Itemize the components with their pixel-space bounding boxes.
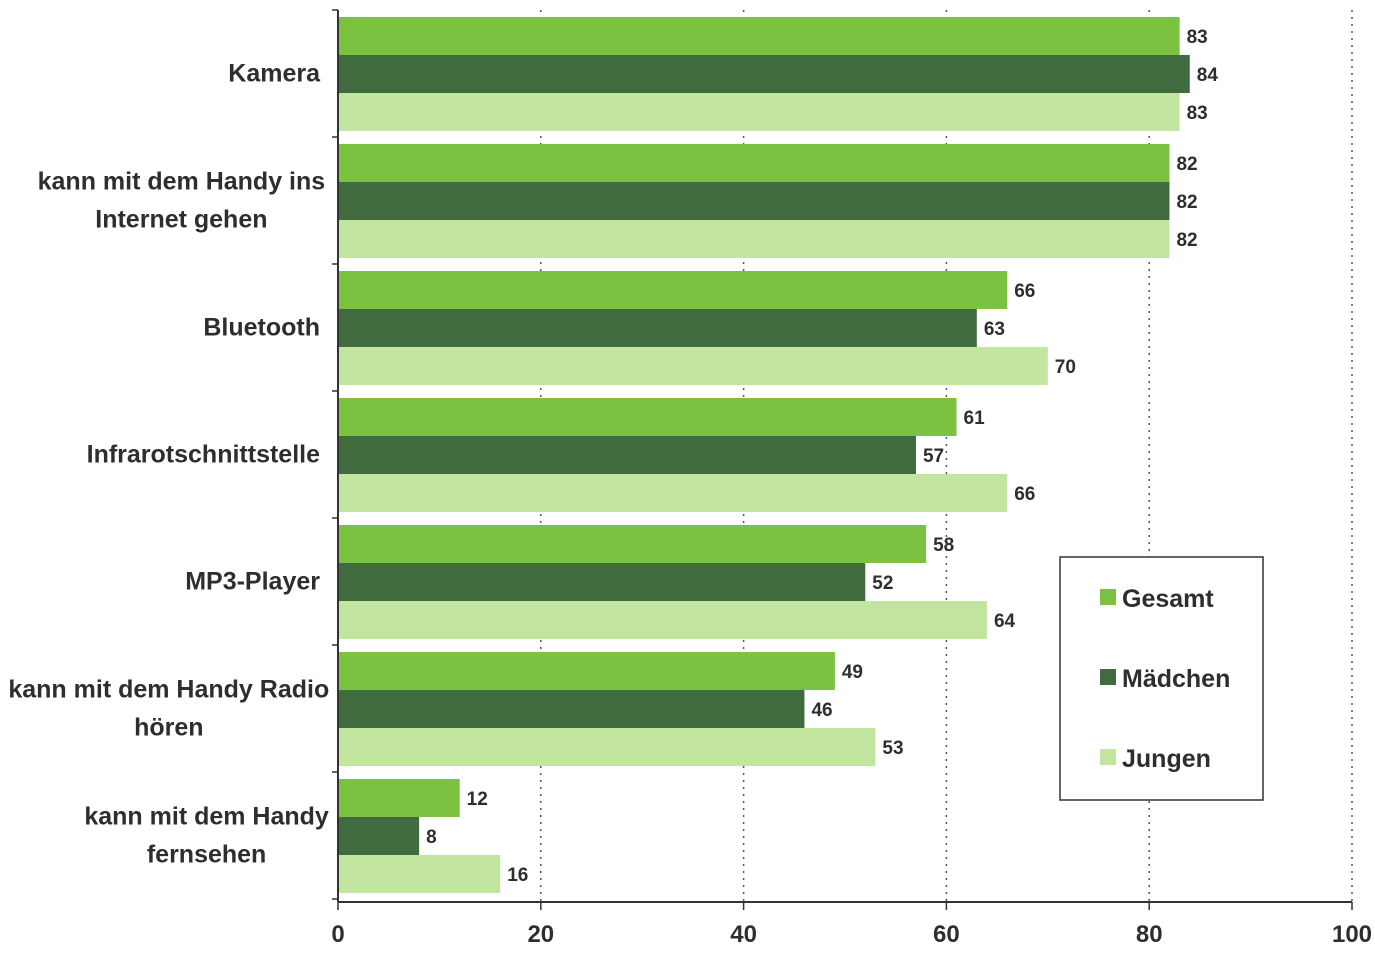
category-labels: Kamera kann mit dem Handy ins Internet geh… <box>8 60 329 869</box>
value-label: 49 <box>842 662 863 683</box>
legend-swatch <box>1100 749 1116 765</box>
tick-label: 100 <box>1332 921 1372 948</box>
bar-jungen <box>338 474 1008 512</box>
bar-m-dchen <box>338 182 1170 220</box>
bar-jungen <box>338 347 1048 385</box>
bar-gesamt <box>338 525 927 563</box>
bar-m-dchen <box>338 690 805 728</box>
value-label: 84 <box>1197 65 1219 86</box>
category-label: Bluetooth <box>203 314 320 342</box>
tick-label: 40 <box>730 921 757 948</box>
tick-label: 0 <box>331 921 344 948</box>
value-label: 82 <box>1176 230 1197 251</box>
value-label: 83 <box>1187 27 1208 48</box>
legend: Gesamt Mädchen Jungen <box>1059 556 1264 801</box>
bar-jungen <box>338 728 876 766</box>
bar-gesamt <box>338 779 460 817</box>
bar-gesamt <box>338 17 1180 55</box>
value-label: 82 <box>1176 192 1197 213</box>
axes <box>332 9 1353 910</box>
value-label: 12 <box>467 789 488 810</box>
bar-m-dchen <box>338 817 420 855</box>
value-label: 66 <box>1014 281 1035 302</box>
legend-label: Jungen <box>1122 745 1211 773</box>
legend-label: Mädchen <box>1122 665 1230 693</box>
value-label: 52 <box>872 573 893 594</box>
legend-label: Gesamt <box>1122 585 1214 613</box>
bar-jungen <box>338 220 1170 258</box>
bar-m-dchen <box>338 55 1190 93</box>
value-label: 16 <box>507 865 528 886</box>
legend-swatch <box>1100 669 1116 685</box>
bar-jungen <box>338 855 501 893</box>
bar-gesamt <box>338 271 1008 309</box>
bars <box>338 17 1190 893</box>
value-label: 63 <box>984 319 1005 340</box>
value-label: 82 <box>1176 154 1197 175</box>
legend-swatch <box>1100 589 1116 605</box>
category-label: kann mit dem Handy Radio hören <box>8 676 329 742</box>
tick-labels: 0 20 40 60 80 100 <box>331 921 1372 948</box>
value-label: 46 <box>811 700 832 721</box>
value-label: 8 <box>426 827 437 848</box>
bar-m-dchen <box>338 563 866 601</box>
bar-jungen <box>338 601 987 639</box>
bar-jungen <box>338 93 1180 131</box>
value-label: 70 <box>1055 357 1076 378</box>
value-labels: 83 84 83 82 82 82 66 63 70 61 57 66 58 52 64 49 46 53 12 8 1… <box>426 27 1218 886</box>
category-label: kann mit dem Handy fernsehen <box>84 803 329 869</box>
bar-m-dchen <box>338 309 977 347</box>
bar-gesamt <box>338 144 1170 182</box>
value-label: 61 <box>964 408 986 429</box>
value-label: 57 <box>923 446 944 467</box>
category-label: kann mit dem Handy ins Internet gehen <box>38 168 326 234</box>
value-label: 58 <box>933 535 954 556</box>
bar-gesamt <box>338 398 957 436</box>
tick-label: 20 <box>527 921 554 948</box>
tick-label: 60 <box>933 921 960 948</box>
category-label: Kamera <box>228 60 321 88</box>
value-label: 53 <box>882 738 903 759</box>
legend-box <box>1059 556 1264 801</box>
tick-label: 80 <box>1136 921 1163 948</box>
category-label: Infrarotschnittstelle <box>87 441 320 469</box>
value-label: 83 <box>1187 103 1208 124</box>
category-label: MP3-Player <box>185 568 320 596</box>
value-label: 66 <box>1014 484 1035 505</box>
value-label: 64 <box>994 611 1016 632</box>
bar-m-dchen <box>338 436 916 474</box>
bar-gesamt <box>338 652 835 690</box>
